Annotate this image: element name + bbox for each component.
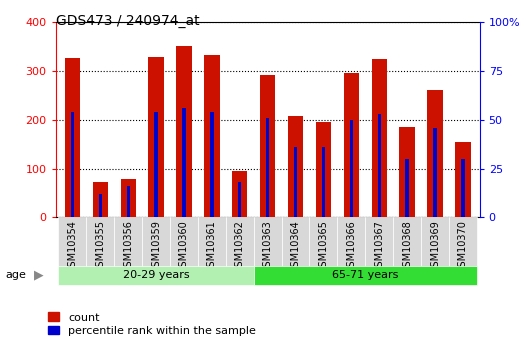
Bar xyxy=(455,142,471,217)
FancyBboxPatch shape xyxy=(86,217,114,271)
FancyBboxPatch shape xyxy=(338,217,365,271)
FancyBboxPatch shape xyxy=(393,217,421,271)
FancyBboxPatch shape xyxy=(449,217,477,271)
FancyBboxPatch shape xyxy=(58,217,86,271)
Bar xyxy=(461,159,465,217)
Text: ▶: ▶ xyxy=(34,269,44,282)
Bar xyxy=(210,112,214,217)
Legend: count, percentile rank within the sample: count, percentile rank within the sample xyxy=(48,313,256,336)
Bar xyxy=(238,182,242,217)
FancyBboxPatch shape xyxy=(310,217,338,271)
Bar xyxy=(148,57,164,217)
Bar xyxy=(322,147,325,217)
FancyBboxPatch shape xyxy=(58,266,254,285)
Text: GSM10370: GSM10370 xyxy=(458,220,468,273)
Bar xyxy=(288,116,303,217)
Bar xyxy=(260,75,275,217)
Text: GSM10362: GSM10362 xyxy=(235,220,245,273)
FancyBboxPatch shape xyxy=(226,217,254,271)
Bar xyxy=(232,171,248,217)
Text: GSM10360: GSM10360 xyxy=(179,220,189,273)
FancyBboxPatch shape xyxy=(365,217,393,271)
FancyBboxPatch shape xyxy=(114,217,142,271)
Text: GSM10361: GSM10361 xyxy=(207,220,217,273)
Bar xyxy=(182,108,186,217)
FancyBboxPatch shape xyxy=(254,266,477,285)
Bar xyxy=(400,127,415,217)
Bar xyxy=(350,120,353,217)
Text: GSM10366: GSM10366 xyxy=(346,220,356,273)
Text: GSM10355: GSM10355 xyxy=(95,220,105,273)
FancyBboxPatch shape xyxy=(198,217,226,271)
Bar xyxy=(266,118,269,217)
FancyBboxPatch shape xyxy=(142,217,170,271)
Text: GSM10354: GSM10354 xyxy=(67,220,77,273)
Text: GSM10367: GSM10367 xyxy=(374,220,384,273)
Text: GSM10364: GSM10364 xyxy=(290,220,301,273)
Bar xyxy=(316,122,331,217)
Text: GSM10359: GSM10359 xyxy=(151,220,161,273)
FancyBboxPatch shape xyxy=(421,217,449,271)
Text: GDS473 / 240974_at: GDS473 / 240974_at xyxy=(56,14,199,29)
Text: GSM10356: GSM10356 xyxy=(123,220,133,273)
FancyBboxPatch shape xyxy=(254,217,281,271)
Bar xyxy=(176,46,192,217)
Bar xyxy=(154,112,158,217)
Bar xyxy=(120,179,136,217)
FancyBboxPatch shape xyxy=(170,217,198,271)
Text: 20-29 years: 20-29 years xyxy=(123,270,189,280)
Bar xyxy=(65,58,80,217)
Bar xyxy=(405,159,409,217)
Bar xyxy=(343,73,359,217)
Text: GSM10363: GSM10363 xyxy=(263,220,272,273)
Bar xyxy=(204,55,219,217)
Bar xyxy=(427,90,443,217)
Text: GSM10368: GSM10368 xyxy=(402,220,412,273)
Text: age: age xyxy=(5,270,26,280)
Text: GSM10365: GSM10365 xyxy=(319,220,329,273)
Bar xyxy=(294,147,297,217)
Bar xyxy=(372,59,387,217)
Text: GSM10369: GSM10369 xyxy=(430,220,440,273)
Bar xyxy=(70,112,74,217)
FancyBboxPatch shape xyxy=(281,217,310,271)
Bar xyxy=(127,186,130,217)
Bar xyxy=(99,194,102,217)
Bar xyxy=(377,114,381,217)
Bar xyxy=(93,182,108,217)
Text: 65-71 years: 65-71 years xyxy=(332,270,399,280)
Bar xyxy=(434,128,437,217)
